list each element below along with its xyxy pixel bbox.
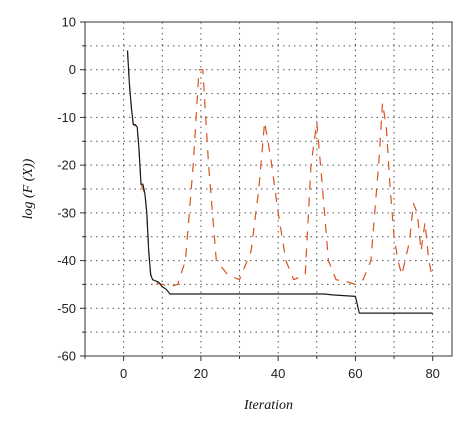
x-tick-label: 80 (425, 366, 439, 381)
y-tick-label: -20 (57, 158, 76, 173)
series-layer (126, 50, 434, 314)
series-line-dashed (126, 50, 434, 288)
x-tick-label: 0 (120, 366, 127, 381)
axis-ticks: 10 0 -10 -20 -30 -40 -50 -60 0 20 40 60 80 (57, 15, 440, 382)
x-tick-label: 40 (271, 366, 285, 381)
series-line-solid (126, 50, 433, 314)
y-axis-title: log (F (X)) (21, 158, 36, 219)
y-tick-label: 10 (62, 15, 76, 30)
x-tick-label: 20 (194, 366, 208, 381)
y-tick-label: -50 (57, 301, 76, 316)
x-tick-label: 60 (348, 366, 362, 381)
y-tick-label: -30 (57, 205, 76, 220)
y-tick-label: -60 (57, 349, 76, 364)
y-tick-label: -40 (57, 253, 76, 268)
x-axis-title: Iteration (243, 398, 293, 413)
y-tick-label: -10 (57, 110, 76, 125)
y-tick-label: 0 (69, 62, 76, 77)
